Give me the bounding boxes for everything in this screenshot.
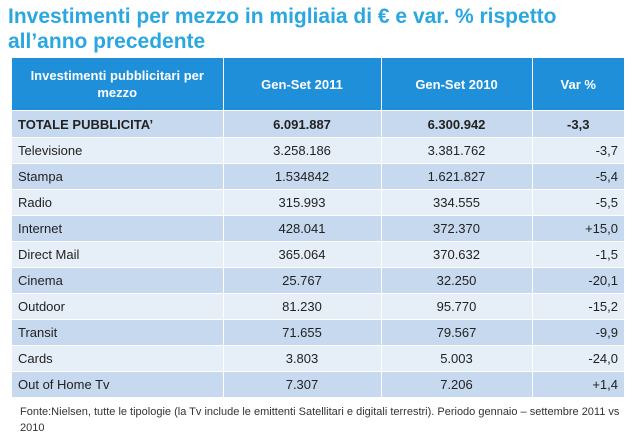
header-media: Investimenti pubblicitari per mezzo bbox=[12, 58, 224, 111]
value-2011: 428.041 bbox=[223, 215, 382, 242]
table-row: Radio 315.993 334.555 -5,5 bbox=[12, 189, 624, 216]
value-var: -5,4 bbox=[532, 163, 624, 190]
table-row: Cinema 25.767 32.250 -20,1 bbox=[12, 267, 624, 294]
value-2011: 1.534842 bbox=[223, 163, 382, 190]
row-label: Internet bbox=[12, 215, 224, 242]
value-var: -3,7 bbox=[532, 137, 624, 164]
table-row: Internet 428.041 372.370 +15,0 bbox=[12, 215, 624, 242]
table-row: Transit 71.655 79.567 -9,9 bbox=[12, 319, 624, 346]
value-2010: 32.250 bbox=[381, 267, 533, 294]
value-var: -3,3 bbox=[532, 110, 624, 138]
table-row-total: TOTALE PUBBLICITA’ 6.091.887 6.300.942 -3,3 bbox=[12, 110, 624, 138]
value-2011: 25.767 bbox=[223, 267, 382, 294]
table-row: Out of Home Tv 7.307 7.206 +1,4 bbox=[12, 371, 624, 397]
row-label: Stampa bbox=[12, 163, 224, 190]
value-var: -20,1 bbox=[532, 267, 624, 294]
value-var: -5,5 bbox=[532, 189, 624, 216]
table-row: Stampa 1.534842 1.621.827 -5,4 bbox=[12, 163, 624, 190]
value-2010: 1.621.827 bbox=[381, 163, 533, 190]
value-2011: 3.258.186 bbox=[223, 137, 382, 164]
page-title: Investimenti per mezzo in migliaia di € … bbox=[8, 5, 557, 53]
value-2010: 334.555 bbox=[381, 189, 533, 216]
row-label: Direct Mail bbox=[12, 241, 224, 268]
header-2010: Gen-Set 2010 bbox=[381, 58, 533, 111]
value-2010: 6.300.942 bbox=[381, 110, 533, 138]
row-label: Out of Home Tv bbox=[12, 371, 224, 397]
header-var: Var % bbox=[532, 58, 624, 111]
row-label: Cards bbox=[12, 345, 224, 372]
value-2010: 3.381.762 bbox=[381, 137, 533, 164]
value-2010: 95.770 bbox=[381, 293, 533, 320]
value-2010: 79.567 bbox=[381, 319, 533, 346]
value-var: -9,9 bbox=[532, 319, 624, 346]
value-2011: 81.230 bbox=[223, 293, 382, 320]
row-label: Transit bbox=[12, 319, 224, 346]
row-label: Televisione bbox=[12, 137, 224, 164]
row-label: Radio bbox=[12, 189, 224, 216]
header-2011: Gen-Set 2011 bbox=[223, 58, 382, 111]
value-var: +15,0 bbox=[532, 215, 624, 242]
investments-table: Investimenti pubblicitari per mezzo Gen-… bbox=[12, 58, 624, 397]
row-label: Outdoor bbox=[12, 293, 224, 320]
row-label: Cinema bbox=[12, 267, 224, 294]
value-var: -1,5 bbox=[532, 241, 624, 268]
table-row: Televisione 3.258.186 3.381.762 -3,7 bbox=[12, 137, 624, 164]
table-header-row: Investimenti pubblicitari per mezzo Gen-… bbox=[12, 58, 624, 111]
value-2011: 315.993 bbox=[223, 189, 382, 216]
value-var: +1,4 bbox=[532, 371, 624, 397]
value-2011: 6.091.887 bbox=[223, 110, 382, 138]
value-2010: 7.206 bbox=[381, 371, 533, 397]
value-2010: 370.632 bbox=[381, 241, 533, 268]
table-row: Cards 3.803 5.003 -24,0 bbox=[12, 345, 624, 372]
source-footnote: Fonte:Nielsen, tutte le tipologie (la Tv… bbox=[20, 406, 620, 434]
table-row: Direct Mail 365.064 370.632 -1,5 bbox=[12, 241, 624, 268]
value-2011: 7.307 bbox=[223, 371, 382, 397]
table-body: TOTALE PUBBLICITA’ 6.091.887 6.300.942 -3,3… bbox=[12, 110, 624, 397]
value-2010: 372.370 bbox=[381, 215, 533, 242]
table-row: Outdoor 81.230 95.770 -15,2 bbox=[12, 293, 624, 320]
value-2010: 5.003 bbox=[381, 345, 533, 372]
value-var: -15,2 bbox=[532, 293, 624, 320]
value-2011: 71.655 bbox=[223, 319, 382, 346]
value-2011: 3.803 bbox=[223, 345, 382, 372]
row-label: TOTALE PUBBLICITA’ bbox=[12, 110, 224, 138]
value-2011: 365.064 bbox=[223, 241, 382, 268]
value-var: -24,0 bbox=[532, 345, 624, 372]
